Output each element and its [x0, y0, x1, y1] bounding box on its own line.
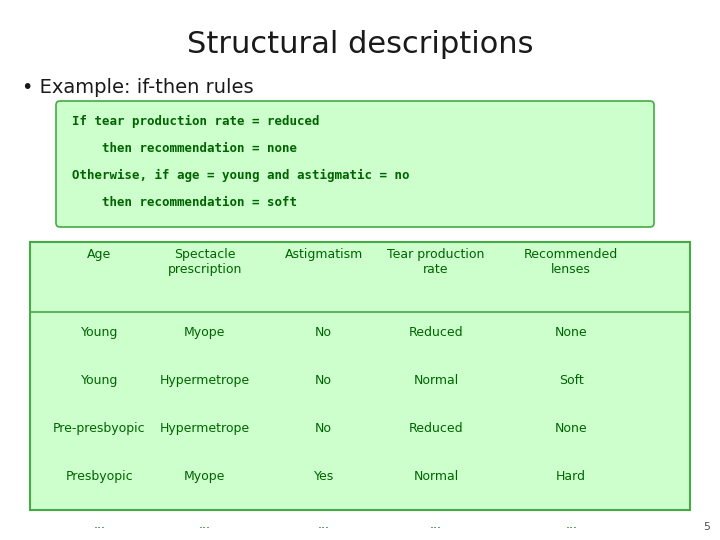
Text: ...: ...	[318, 518, 330, 531]
Text: If tear production rate = reduced: If tear production rate = reduced	[72, 115, 320, 128]
Text: Presbyopic: Presbyopic	[66, 470, 133, 483]
Text: Young: Young	[81, 326, 118, 339]
Text: Structural descriptions: Structural descriptions	[186, 30, 534, 59]
Text: No: No	[315, 422, 332, 435]
Text: Otherwise, if age = young and astigmatic = no: Otherwise, if age = young and astigmatic…	[72, 169, 410, 182]
Text: Tear production
rate: Tear production rate	[387, 248, 485, 276]
Text: None: None	[555, 326, 588, 339]
Text: No: No	[315, 326, 332, 339]
Text: Hypermetrope: Hypermetrope	[160, 422, 250, 435]
Text: • Example: if-then rules: • Example: if-then rules	[22, 78, 253, 97]
Text: then recommendation = none: then recommendation = none	[72, 142, 297, 155]
Text: Myope: Myope	[184, 326, 225, 339]
Text: Soft: Soft	[559, 374, 584, 387]
Text: Age: Age	[87, 248, 112, 261]
FancyBboxPatch shape	[30, 242, 690, 510]
Text: ...: ...	[94, 518, 105, 531]
Text: Yes: Yes	[314, 470, 334, 483]
Text: Normal: Normal	[413, 470, 459, 483]
Text: Pre-presbyopic: Pre-presbyopic	[53, 422, 145, 435]
Text: No: No	[315, 374, 332, 387]
Text: Hypermetrope: Hypermetrope	[160, 374, 250, 387]
FancyBboxPatch shape	[56, 101, 654, 227]
Text: None: None	[555, 422, 588, 435]
Text: Myope: Myope	[184, 470, 225, 483]
Text: Spectacle
prescription: Spectacle prescription	[168, 248, 242, 276]
Text: Astigmatism: Astigmatism	[284, 248, 363, 261]
Text: ...: ...	[199, 518, 211, 531]
Text: then recommendation = soft: then recommendation = soft	[72, 196, 297, 209]
Text: Hard: Hard	[556, 470, 586, 483]
Text: Recommended
lenses: Recommended lenses	[524, 248, 618, 276]
Text: Reduced: Reduced	[408, 422, 463, 435]
Text: 5: 5	[703, 522, 710, 532]
Text: Reduced: Reduced	[408, 326, 463, 339]
Text: ...: ...	[565, 518, 577, 531]
Text: Normal: Normal	[413, 374, 459, 387]
Text: Young: Young	[81, 374, 118, 387]
Text: ...: ...	[430, 518, 442, 531]
